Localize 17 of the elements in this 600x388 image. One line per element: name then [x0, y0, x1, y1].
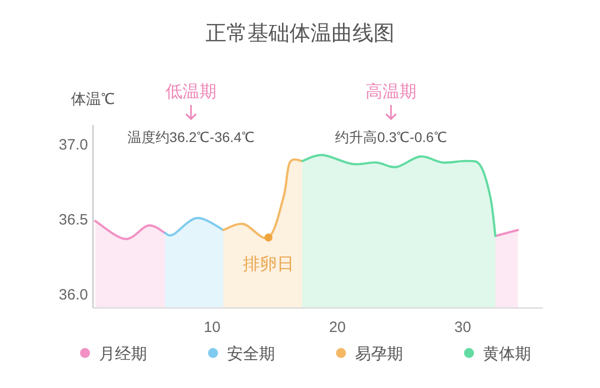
y-tick-label: 36.5 [58, 212, 88, 228]
annotation: 约升高0.3℃-0.6℃ [335, 129, 447, 145]
x-tick-label: 30 [454, 319, 472, 336]
legend-label: 易孕期 [355, 345, 403, 363]
x-tick-label: 20 [329, 319, 346, 336]
text: 低温期 [166, 82, 216, 101]
chart-title: 正常基础体温曲线图 [206, 22, 394, 45]
text: 高温期 [366, 82, 416, 101]
legend-label: 月经期 [99, 345, 147, 363]
annotation: 温度约36.2℃-36.4℃ [127, 129, 255, 145]
y-tick-label: 37.0 [58, 136, 88, 154]
legend-label: 黄体期 [483, 345, 531, 363]
annotation: 排卵日 [242, 254, 294, 274]
x-tick-label: 10 [204, 319, 220, 336]
legend-label: 安全期 [227, 345, 275, 363]
y-axis-title: 体温℃ [71, 91, 115, 108]
y-tick-label: 36.0 [58, 286, 88, 304]
